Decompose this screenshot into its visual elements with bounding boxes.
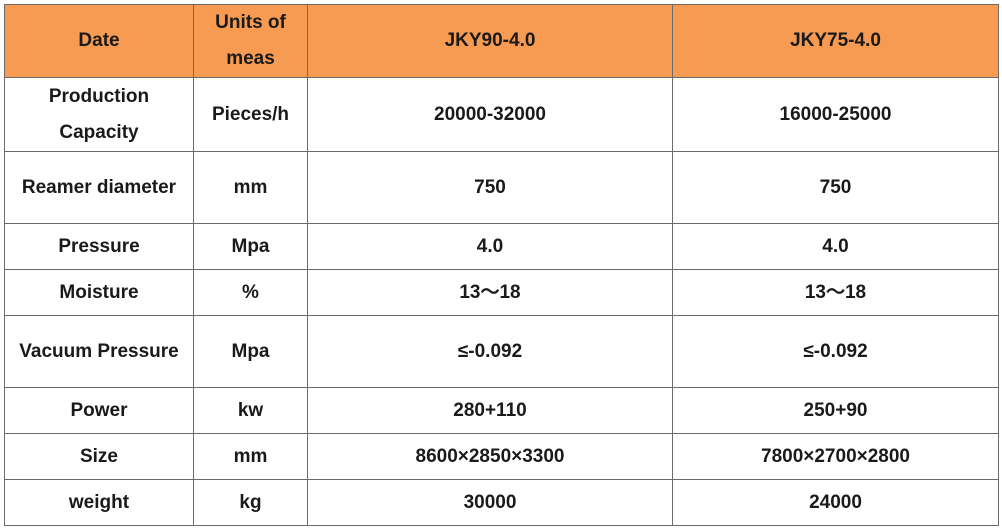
table-cell: kw [193,387,308,434]
header-cell: JKY75-4.0 [672,4,999,78]
table-cell: Vacuum Pressure [4,315,194,388]
table-cell: 16000-25000 [672,77,999,152]
table-cell: Power [4,387,194,434]
table-row: Power kw 280+110 250+90 [4,387,999,434]
table-cell: ≤-0.092 [307,315,673,388]
table-row: Vacuum Pressure Mpa ≤-0.092 ≤-0.092 [4,315,999,388]
spec-table: Date Units of meas JKY90-4.0 JKY75-4.0 Produ… [4,4,999,526]
table-cell: 750 [307,151,673,224]
table-row: Moisture% 13～18 13～18 [4,269,999,316]
table-cell: Production Capacity [4,77,194,152]
table-cell: Size [4,433,194,480]
table-cell: Pieces/h [193,77,308,152]
table-cell: 13～18 [307,269,673,316]
table-cell: 4.0 [307,223,673,270]
table-cell: 7800×2700×2800 [672,433,999,480]
header-cell: Units of meas [193,4,308,78]
table-cell: Mpa [193,223,308,270]
header-cell: Date [4,4,194,78]
table-cell: Reamer diameter [4,151,194,224]
table-cell: mm [193,433,308,480]
header-row: Date Units of meas JKY90-4.0 JKY75-4.0 [4,4,999,78]
table-cell: 13～18 [672,269,999,316]
table-cell: mm [193,151,308,224]
table-cell: 8600×2850×3300 [307,433,673,480]
table-cell: % [193,269,308,316]
table-cell: 250+90 [672,387,999,434]
table-cell: ≤-0.092 [672,315,999,388]
table-cell: 750 [672,151,999,224]
table-cell: weight [4,479,194,526]
header-cell: JKY90-4.0 [307,4,673,78]
table-row: weight kg 30000 24000 [4,479,999,526]
table-cell: Pressure [4,223,194,270]
table-row: Reamer diameter mm 750 750 [4,151,999,224]
table-cell: 280+110 [307,387,673,434]
table-cell: 20000-32000 [307,77,673,152]
table-row: Production Capacity Pieces/h 20000-32000 16… [4,77,999,152]
table-cell: 30000 [307,479,673,526]
table-cell: Mpa [193,315,308,388]
table-cell: Moisture [4,269,194,316]
table-row: Pressure Mpa 4.0 4.0 [4,223,999,270]
table-body: Date Units of meas JKY90-4.0 JKY75-4.0 Produ… [4,4,999,526]
table-cell: kg [193,479,308,526]
table-cell: 24000 [672,479,999,526]
table-row: Size mm 8600×2850×3300 7800×2700×2800 [4,433,999,480]
table-cell: 4.0 [672,223,999,270]
